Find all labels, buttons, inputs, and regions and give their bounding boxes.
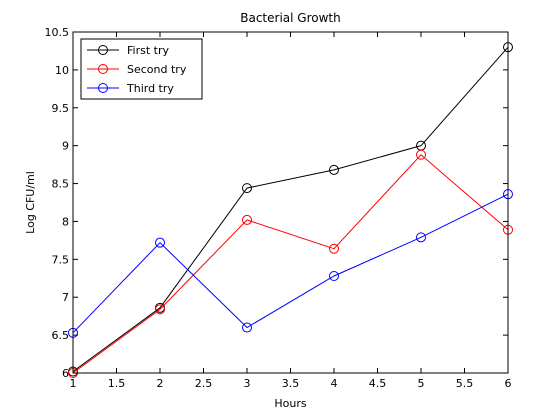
data-point — [155, 304, 165, 315]
legend-entry: Third try — [87, 82, 174, 95]
data-point — [242, 214, 252, 225]
y-tick-label: 9.5 — [52, 102, 70, 115]
x-tick-label: 1 — [70, 377, 77, 390]
series-line — [72, 193, 509, 334]
legend-entry: First try — [87, 44, 169, 57]
legend-label: Third try — [126, 82, 174, 95]
y-tick-label: 8 — [62, 215, 69, 228]
data-point — [329, 164, 339, 175]
x-tick-label: 4 — [331, 377, 338, 390]
legend-marker — [98, 64, 108, 74]
x-tick-label: 3 — [244, 377, 251, 390]
data-point — [155, 237, 165, 248]
y-tick-label: 9 — [62, 140, 69, 153]
legend-marker — [98, 83, 108, 93]
x-tick-label: 2 — [157, 377, 164, 390]
y-tick-label: 7 — [62, 291, 69, 304]
x-tick-label: 3.5 — [282, 377, 300, 390]
plot-frame — [72, 31, 509, 374]
y-axis-title: Log CFU/ml — [24, 171, 37, 234]
chart-title: Bacterial Growth — [240, 11, 340, 25]
x-tick-label: 5.5 — [456, 377, 474, 390]
y-tick-label: 8.5 — [52, 178, 70, 191]
legend-entry: Second try — [87, 63, 187, 76]
data-point — [242, 322, 252, 333]
axis-ticks: 1 1.5 2 2.5 3 3.5 4 4.5 5 5.5 6 6 6.5 7 7.5 8 8.5 9 9.5 10 1… — [45, 26, 512, 390]
data-point — [329, 243, 339, 254]
y-tick-label: 10 — [55, 64, 69, 77]
series-line — [72, 46, 509, 372]
x-tick-label: 2.5 — [195, 377, 213, 390]
x-axis-title: Hours — [274, 397, 306, 410]
legend-label: Second try — [127, 63, 187, 76]
y-tick-label: 7.5 — [52, 253, 70, 266]
y-tick-label: 10.5 — [45, 26, 70, 39]
legend-marker — [98, 45, 108, 55]
legend: First try Second try Third try — [80, 38, 203, 100]
y-tick-label: 6.5 — [52, 329, 70, 342]
series-line — [72, 154, 509, 374]
x-tick-label: 1.5 — [108, 377, 126, 390]
data-point — [416, 149, 426, 160]
legend-label: First try — [127, 44, 169, 57]
x-tick-label: 4.5 — [369, 377, 387, 390]
series-layer — [68, 42, 513, 378]
data-point — [329, 271, 339, 282]
data-point — [416, 232, 426, 243]
x-tick-label: 5 — [418, 377, 425, 390]
y-tick-label: 6 — [62, 367, 69, 380]
x-tick-label: 6 — [505, 377, 512, 390]
data-point — [242, 183, 252, 194]
